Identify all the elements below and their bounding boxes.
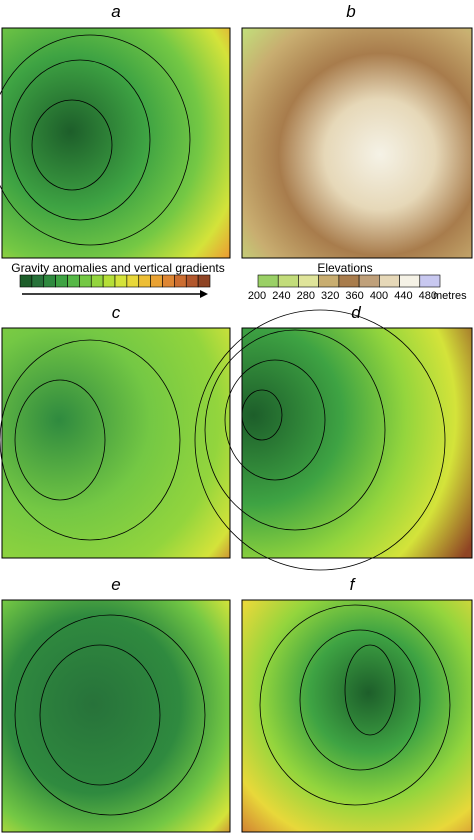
swatch (338, 274, 360, 288)
swatch (31, 274, 45, 288)
swatch (298, 274, 319, 288)
panel-label: e (111, 575, 120, 594)
swatch (102, 274, 116, 288)
swatch (79, 274, 92, 288)
map-b (241, 27, 473, 259)
tick-label: 400 (370, 290, 388, 302)
swatch (185, 274, 199, 288)
map-f (241, 599, 473, 833)
map-c (1, 327, 231, 559)
swatch (318, 274, 340, 288)
swatch (162, 274, 175, 288)
swatch (67, 274, 80, 288)
swatch (197, 274, 211, 288)
tick-label: 200 (248, 290, 266, 302)
map-a (1, 27, 231, 259)
panel-label: b (346, 2, 355, 21)
swatch (257, 274, 279, 288)
swatch (138, 274, 151, 288)
contours (0, 34, 451, 816)
tick-label: 320 (321, 290, 339, 302)
panel-label: d (351, 303, 361, 322)
maps (0, 27, 473, 833)
tick-label: 360 (345, 290, 363, 302)
arrow-head (200, 290, 208, 298)
unit-label: metres (433, 290, 467, 302)
map-e (1, 599, 231, 833)
swatch (174, 274, 187, 288)
panel-labels: a b c d e f (111, 2, 361, 594)
tick-label: 240 (272, 290, 290, 302)
legend-title: Gravity anomalies and vertical gradients (11, 261, 224, 275)
map-d (241, 327, 473, 559)
panel-label: f (350, 575, 357, 594)
swatch (379, 274, 400, 288)
swatch (277, 274, 299, 288)
swatch (43, 274, 56, 288)
swatch (19, 274, 33, 288)
swatch (114, 274, 128, 288)
gravity-legend: Gravity anomalies and vertical gradients (11, 261, 225, 298)
panel-label: a (111, 2, 120, 21)
swatch (126, 274, 140, 288)
swatch (358, 274, 380, 288)
swatch (150, 274, 163, 288)
swatch (419, 274, 441, 288)
elevation-legend: Elevations metres 200 240 280 320 360 400 440 4… (248, 261, 467, 302)
swatch (90, 274, 104, 288)
legend-title: Elevations (317, 261, 372, 275)
swatch (55, 274, 68, 288)
panel-label: c (112, 303, 121, 322)
tick-label: 440 (394, 290, 412, 302)
tick-label: 280 (297, 290, 315, 302)
swatch (399, 274, 421, 288)
tick-label: 480 (419, 290, 437, 302)
